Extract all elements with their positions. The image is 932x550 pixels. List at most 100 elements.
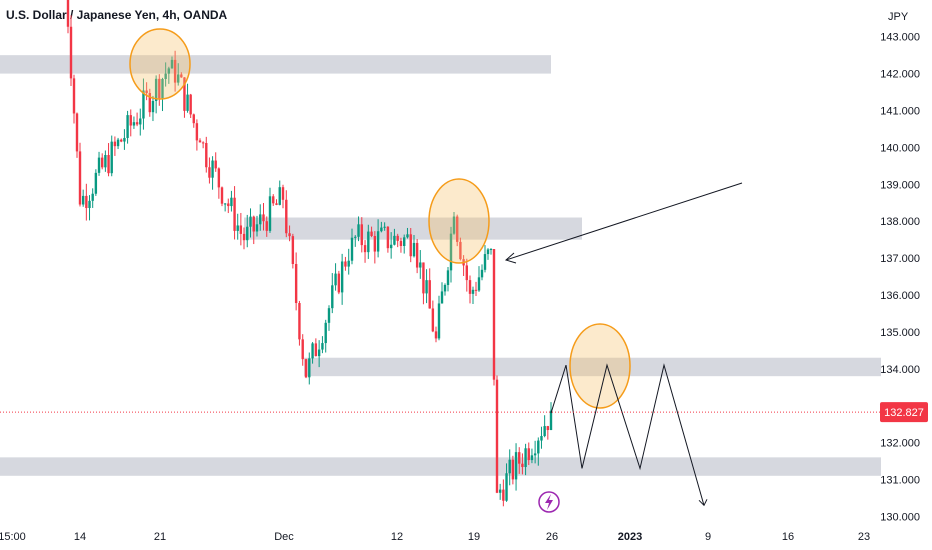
x-tick-label: 9 xyxy=(705,531,711,543)
candle xyxy=(406,227,409,239)
candle xyxy=(230,190,233,212)
candle xyxy=(380,221,383,233)
candle xyxy=(344,256,347,271)
candle xyxy=(186,83,189,113)
candle xyxy=(201,141,205,149)
highlight-circle[interactable] xyxy=(428,178,490,264)
candle xyxy=(195,119,199,151)
candle xyxy=(389,232,393,259)
candle xyxy=(373,231,377,264)
candle xyxy=(158,74,161,106)
candle xyxy=(78,142,82,207)
candle xyxy=(419,250,422,279)
zones-layer xyxy=(0,55,881,476)
candle xyxy=(205,136,208,173)
candle xyxy=(272,194,275,206)
candle xyxy=(129,109,132,137)
candle xyxy=(239,212,243,246)
candle xyxy=(409,228,412,263)
pointer-arrow-line[interactable] xyxy=(505,182,743,261)
candle xyxy=(396,233,399,248)
candle xyxy=(321,336,324,354)
candle xyxy=(259,204,262,231)
candle xyxy=(173,50,177,92)
candle xyxy=(483,245,487,273)
candle xyxy=(148,88,151,117)
candle xyxy=(72,74,76,124)
y-tick-label: 136.000 xyxy=(880,290,920,302)
candle xyxy=(524,443,527,476)
flash-badge[interactable] xyxy=(538,491,560,513)
candle xyxy=(308,352,311,385)
candle xyxy=(220,186,224,207)
candle xyxy=(88,195,91,221)
support-resistance-zone[interactable] xyxy=(304,357,881,377)
chart-title: U.S. Dollar / Japanese Yen, 4h, OANDA xyxy=(6,8,228,22)
support-resistance-zone[interactable] xyxy=(0,55,551,74)
candle xyxy=(142,78,145,130)
candle xyxy=(511,455,515,485)
candle xyxy=(177,63,180,86)
candle xyxy=(285,190,288,238)
currency-label: JPY xyxy=(888,11,909,23)
highlight-circle[interactable] xyxy=(569,323,631,409)
candle xyxy=(425,269,428,304)
candle xyxy=(324,319,327,353)
candle xyxy=(214,152,217,172)
y-tick-label: 132.000 xyxy=(880,438,920,450)
y-tick-label: 134.000 xyxy=(880,364,920,376)
candle xyxy=(474,281,478,297)
candle xyxy=(180,72,183,78)
candle xyxy=(123,129,126,150)
candle xyxy=(477,266,481,292)
candle xyxy=(518,447,521,474)
price-axis: JPY 143.000 142.000 141.000 140.000 139.000 13… xyxy=(0,11,928,523)
candle xyxy=(376,219,380,258)
candle xyxy=(443,283,447,296)
candle xyxy=(227,198,230,214)
candle xyxy=(208,157,211,184)
candle xyxy=(431,300,435,333)
candle xyxy=(489,248,493,255)
candle xyxy=(495,375,499,494)
support-resistance-zone[interactable] xyxy=(244,217,582,240)
candle xyxy=(91,188,94,208)
candle xyxy=(422,262,425,305)
candle xyxy=(428,268,431,309)
candle xyxy=(492,249,496,386)
candle xyxy=(340,253,344,305)
candle xyxy=(334,263,337,291)
candle xyxy=(132,116,136,129)
y-tick-label: 138.000 xyxy=(880,216,920,228)
support-resistance-zone[interactable] xyxy=(0,457,881,476)
candle xyxy=(198,138,202,143)
projected-path[interactable] xyxy=(550,363,705,506)
x-tick-label: 26 xyxy=(546,531,558,543)
x-tick-label: 2023 xyxy=(618,531,642,543)
candle xyxy=(97,151,101,176)
candle xyxy=(170,56,174,69)
candle xyxy=(415,239,419,274)
candle xyxy=(327,305,331,331)
candle xyxy=(367,224,370,259)
last-price-label: 132.827 xyxy=(884,407,924,419)
candle xyxy=(66,0,70,34)
candle xyxy=(298,300,301,346)
y-tick-label: 135.000 xyxy=(880,327,920,339)
candle xyxy=(498,483,502,500)
candle xyxy=(189,93,192,118)
candle xyxy=(126,110,129,144)
candle xyxy=(278,180,281,206)
candle xyxy=(350,228,354,265)
candle xyxy=(337,270,341,295)
candle xyxy=(412,234,416,258)
candle xyxy=(533,440,537,464)
x-tick-label: Dec xyxy=(274,531,294,543)
candle xyxy=(268,187,272,233)
candle xyxy=(223,203,227,212)
drawings-layer xyxy=(504,182,743,507)
candle xyxy=(164,62,167,87)
candle xyxy=(456,214,459,247)
highlight-circle[interactable] xyxy=(129,28,191,100)
